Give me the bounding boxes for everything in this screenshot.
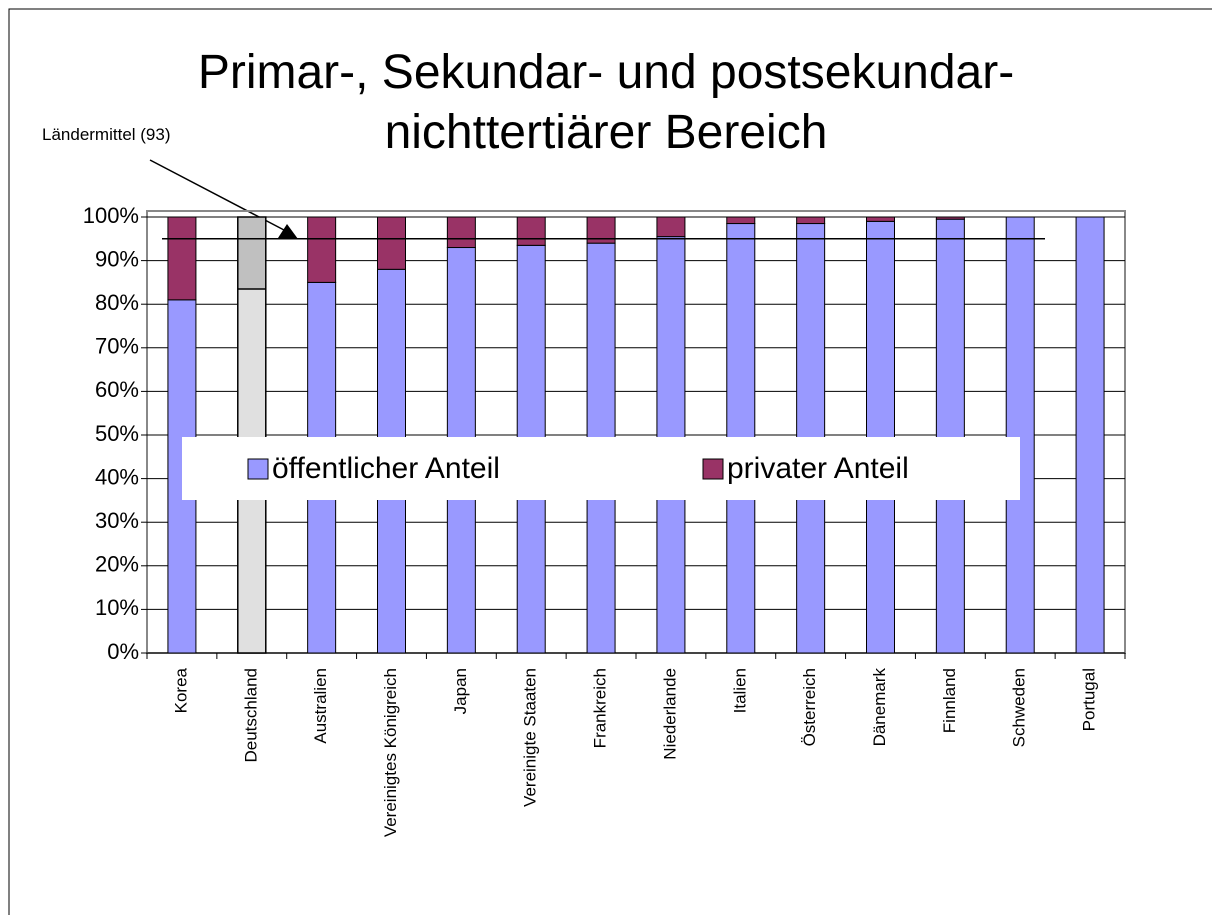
arrow-head <box>278 224 298 239</box>
y-tick-label: 20% <box>95 552 139 577</box>
bar-segment <box>167 216 197 301</box>
legend-swatch <box>702 458 724 480</box>
chart-title: nichttertiärer Bereich <box>385 106 828 159</box>
y-tick-label: 0% <box>107 639 139 664</box>
x-tick-label: Finnland <box>940 668 959 733</box>
bar-segment <box>307 216 337 283</box>
x-tick-label: Dänemark <box>870 668 889 747</box>
y-tick-label: 70% <box>95 334 139 359</box>
y-tick-label: 80% <box>95 290 139 315</box>
y-tick-label: 90% <box>95 246 139 271</box>
chart-title: Primar-, Sekundar- und postsekundar- <box>198 46 1014 99</box>
highlight-outline <box>237 216 267 654</box>
plot-area <box>146 210 1126 654</box>
bar-segment <box>377 216 406 270</box>
annotation: Ländermittel (93) <box>42 125 171 144</box>
x-tick-label: Portugal <box>1080 668 1099 731</box>
bar-segment <box>935 218 965 654</box>
x-tick-label: Niederlande <box>660 668 679 760</box>
x-tick-label: Schweden <box>1010 668 1029 747</box>
y-tick-label: 40% <box>95 464 139 489</box>
legend-label: öffentlicher Anteil <box>272 452 500 485</box>
x-tick-label: Vereinigte Staaten <box>521 668 540 807</box>
bar-segment <box>656 216 686 238</box>
x-tick-label: Frankreich <box>591 668 610 748</box>
bar-segment <box>446 216 476 249</box>
bar-segment <box>1075 216 1105 654</box>
x-tick-label: Australien <box>311 668 330 744</box>
bar-segment <box>726 216 756 225</box>
frame <box>8 8 1212 915</box>
y-tick-label: 60% <box>95 377 139 402</box>
legend-label: privater Anteil <box>727 452 909 485</box>
bar-segment <box>237 216 267 290</box>
bar-segment <box>935 216 965 220</box>
x-tick-label: Vereinigtes Königreich <box>381 668 400 837</box>
bar-segment <box>866 216 895 222</box>
y-tick-label: 10% <box>95 595 139 620</box>
x-tick-label: Japan <box>451 668 470 714</box>
legend-swatch <box>247 458 269 480</box>
y-tick-label: 50% <box>95 421 139 446</box>
bar-segment <box>1005 216 1035 654</box>
x-tick-label: Korea <box>171 667 190 713</box>
y-tick-label: 100% <box>83 203 139 228</box>
y-tick-label: 30% <box>95 508 139 533</box>
x-tick-label: Italien <box>730 668 749 713</box>
legend-box <box>182 437 1020 500</box>
bar-segment <box>516 216 546 246</box>
x-tick-label: Österreich <box>800 668 819 746</box>
x-tick-label: Deutschland <box>241 668 260 763</box>
bar-segment <box>796 216 826 225</box>
